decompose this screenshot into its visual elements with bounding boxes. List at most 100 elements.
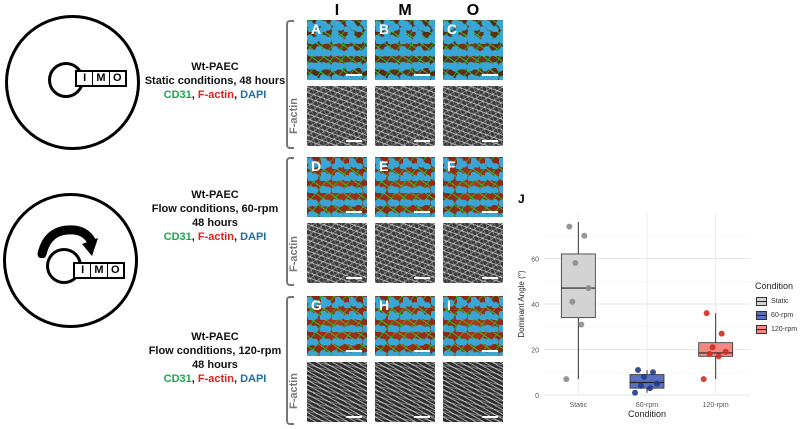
data-point (715, 353, 722, 360)
condition-60rpm: Wt-PAEC Flow conditions, 60-rpm 48 hours… (100, 188, 330, 244)
micrograph-i: I (443, 296, 503, 356)
stain-factin: F-actin (197, 231, 234, 243)
y-tick-label: 40 (531, 302, 539, 309)
data-point (578, 321, 585, 328)
micrograph-a: A (307, 20, 367, 80)
stain-cd31: CD31 (163, 231, 192, 243)
scale-bar (346, 74, 362, 76)
factin-row-label: F-actin (288, 372, 300, 410)
condition-title: Wt-PAEC (191, 61, 239, 73)
stain-legend: CD31, F-actin, DAPI (163, 231, 267, 243)
y-tick-label: 20 (531, 348, 539, 355)
factin-row-label: F-actin (288, 235, 300, 273)
stain-dapi: DAPI (240, 373, 267, 385)
legend-key-60rpm (756, 311, 767, 320)
micrograph-f: F (443, 157, 503, 217)
stain-dapi: DAPI (240, 231, 267, 243)
scale-bar (346, 416, 362, 418)
panel-letter: E (379, 158, 389, 174)
panel-letter: G (311, 297, 322, 313)
legend-label: 120-rpm (771, 326, 798, 333)
group-bracket-static (286, 20, 294, 149)
condition-title: Wt-PAEC (191, 189, 239, 201)
data-point (706, 351, 713, 358)
col-header-middle: M (398, 2, 412, 19)
scale-bar (346, 211, 362, 213)
imo-strip-static: I M O (75, 70, 127, 87)
stain-factin: F-actin (197, 373, 234, 385)
strip-label-i: I (77, 72, 94, 85)
micrograph-c: C (443, 20, 503, 80)
condition-120rpm: Wt-PAEC Flow conditions, 120-rpm 48 hour… (100, 330, 330, 386)
panel-letter: A (311, 21, 322, 37)
factin-micrograph-c (443, 86, 503, 146)
data-point (581, 232, 588, 239)
micrograph-g: G (307, 296, 367, 356)
stain-cd31: CD31 (163, 373, 192, 385)
factin-micrograph-i (443, 362, 503, 422)
factin-micrograph-f (443, 223, 503, 283)
data-point (709, 344, 716, 351)
stain-cd31: CD31 (163, 89, 192, 101)
legend-title: Condition (755, 281, 794, 291)
data-point (635, 366, 641, 373)
data-point (700, 376, 707, 383)
factin-micrograph-h (375, 362, 435, 422)
condition-title: Wt-PAEC (191, 331, 239, 343)
col-header-outer: O (466, 2, 480, 19)
factin-micrograph-g (307, 362, 367, 422)
legend-label: Static (771, 298, 789, 305)
legend-key-static (756, 297, 767, 306)
data-point (563, 376, 570, 383)
micrograph-h: H (375, 296, 435, 356)
legend-entry-static: Static (756, 297, 789, 306)
data-point (566, 223, 573, 230)
factin-micrograph-e (375, 223, 435, 283)
panel-letter: C (447, 21, 458, 37)
scale-bar (482, 350, 498, 352)
group-bracket-120rpm (286, 296, 294, 425)
scale-bar (414, 416, 430, 418)
stain-factin: F-actin (197, 89, 234, 101)
condition-detail: Flow conditions, 120-rpm (148, 345, 282, 357)
panel-letter: B (379, 21, 390, 37)
strip-label-m: M (91, 264, 108, 277)
scale-bar (414, 277, 430, 279)
data-point (722, 348, 729, 355)
group-bracket-60rpm (286, 157, 294, 286)
strip-label-i: I (75, 264, 92, 277)
condition-duration: 48 hours (192, 217, 238, 229)
legend-key-120rpm (756, 325, 767, 334)
micrograph-d: D (307, 157, 367, 217)
data-point (585, 285, 592, 292)
scale-bar (346, 140, 362, 142)
col-header-inner: I (334, 2, 340, 19)
scale-bar (482, 277, 498, 279)
micrograph-e: E (375, 157, 435, 217)
x-tick-label: 120-rpm (703, 402, 729, 409)
data-point (638, 382, 644, 389)
scale-bar (414, 74, 430, 76)
y-tick-label: 60 (531, 257, 539, 264)
stain-dapi: DAPI (240, 89, 267, 101)
scale-bar (482, 416, 498, 418)
data-point (654, 380, 660, 387)
stain-legend: CD31, F-actin, DAPI (163, 89, 267, 101)
micrograph-b: B (375, 20, 435, 80)
data-point (641, 373, 647, 380)
panel-letter: I (447, 297, 451, 313)
factin-micrograph-b (375, 86, 435, 146)
legend-entry-120rpm: 120-rpm (756, 325, 797, 334)
condition-static: Wt-PAEC Static conditions, 48 hours CD31… (100, 60, 330, 102)
panel-label-j: J (518, 192, 525, 206)
condition-detail: Static conditions, 48 hours (144, 75, 286, 87)
condition-detail: Flow conditions, 60-rpm (151, 203, 279, 215)
legend-entry-60rpm: 60-rpm (756, 311, 793, 320)
y-tick-label: 0 (535, 393, 539, 400)
factin-micrograph-a (307, 86, 367, 146)
data-point (703, 310, 710, 317)
scale-bar (346, 277, 362, 279)
data-point (632, 389, 638, 396)
x-tick-label: 60-rpm (636, 402, 658, 409)
panel-letter: H (379, 297, 390, 313)
